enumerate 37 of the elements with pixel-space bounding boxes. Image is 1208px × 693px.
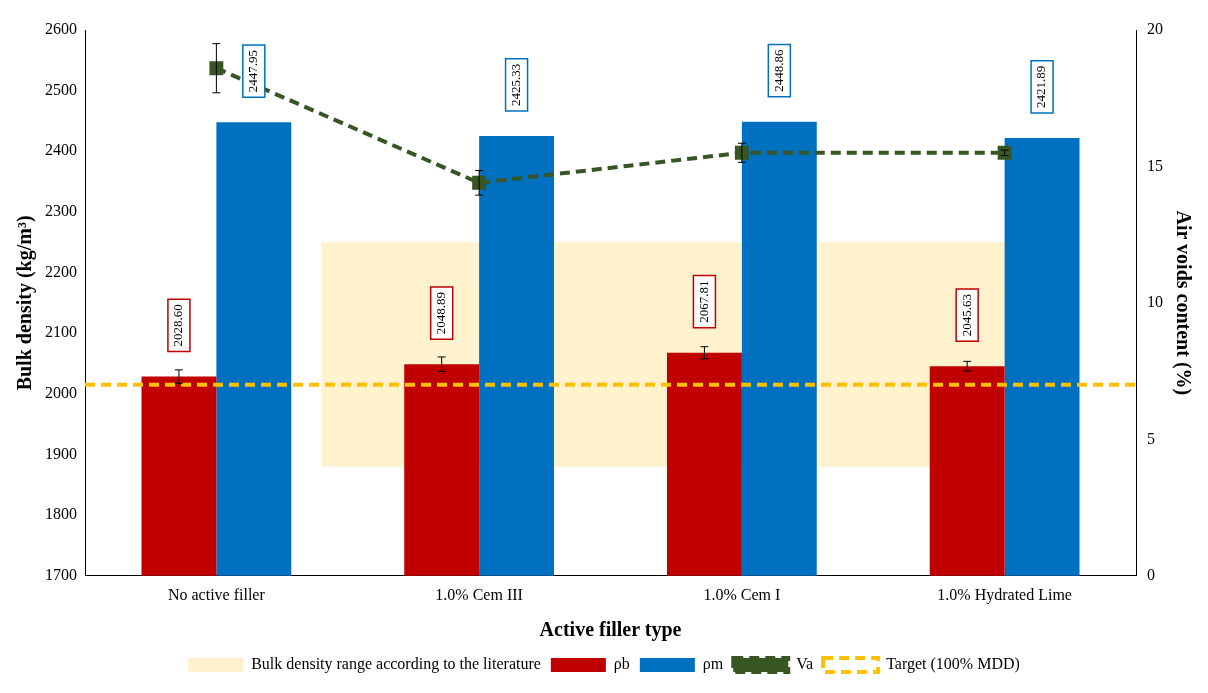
x-tick-label: No active filler bbox=[167, 585, 266, 603]
point bbox=[209, 61, 224, 76]
data-label: 2447.95 bbox=[245, 49, 261, 93]
legend-label: Target (100% MDD) bbox=[886, 655, 1020, 674]
y-axis-title: Bulk density (kg/m³) bbox=[13, 215, 37, 391]
y-tick-label: 2400 bbox=[45, 141, 77, 159]
point bbox=[997, 145, 1012, 160]
data-label: 2045.63 bbox=[958, 293, 974, 337]
x-tick-label: 1.0% Cem III bbox=[435, 585, 523, 603]
legend-label: Bulk density range according to the literature bbox=[251, 655, 541, 674]
data-label: 2067.81 bbox=[695, 280, 711, 323]
data-label: 2048.89 bbox=[433, 291, 449, 335]
y2-tick-label: 15 bbox=[1147, 156, 1163, 174]
y-tick-label: 2500 bbox=[45, 80, 77, 98]
y2-tick-label: 10 bbox=[1147, 293, 1163, 311]
legend-label: Va bbox=[796, 655, 814, 673]
y-tick-label: 2300 bbox=[45, 202, 77, 220]
y-tick-label: 2000 bbox=[45, 384, 77, 402]
data-label: 2448.86 bbox=[770, 48, 786, 92]
y2-axis-title: Air voids content (%) bbox=[1171, 210, 1195, 396]
y-tick-label: 2100 bbox=[45, 323, 77, 341]
y-tick-label: 2200 bbox=[45, 262, 77, 280]
y-tick-label: 2600 bbox=[45, 20, 77, 38]
data-label: 2421.89 bbox=[1033, 65, 1049, 109]
x-axis-title: Active filler type bbox=[539, 618, 682, 642]
y-tick-label: 1800 bbox=[45, 505, 77, 523]
y-tick-label: 1700 bbox=[45, 566, 77, 583]
data-label: 2425.33 bbox=[507, 63, 523, 106]
x-tick-label: 1.0% Cem I bbox=[703, 585, 781, 603]
y-tick-label: 1900 bbox=[45, 444, 77, 462]
legend-label: ρm bbox=[702, 655, 724, 674]
data-label: 2028.60 bbox=[170, 304, 186, 347]
y2-tick-label: 0 bbox=[1147, 566, 1155, 583]
legend-label: ρb bbox=[613, 655, 630, 674]
y2-tick-label: 20 bbox=[1147, 20, 1163, 38]
y2-tick-label: 5 bbox=[1147, 429, 1155, 447]
x-tick-label: 1.0% Hydrated Lime bbox=[937, 585, 1072, 604]
